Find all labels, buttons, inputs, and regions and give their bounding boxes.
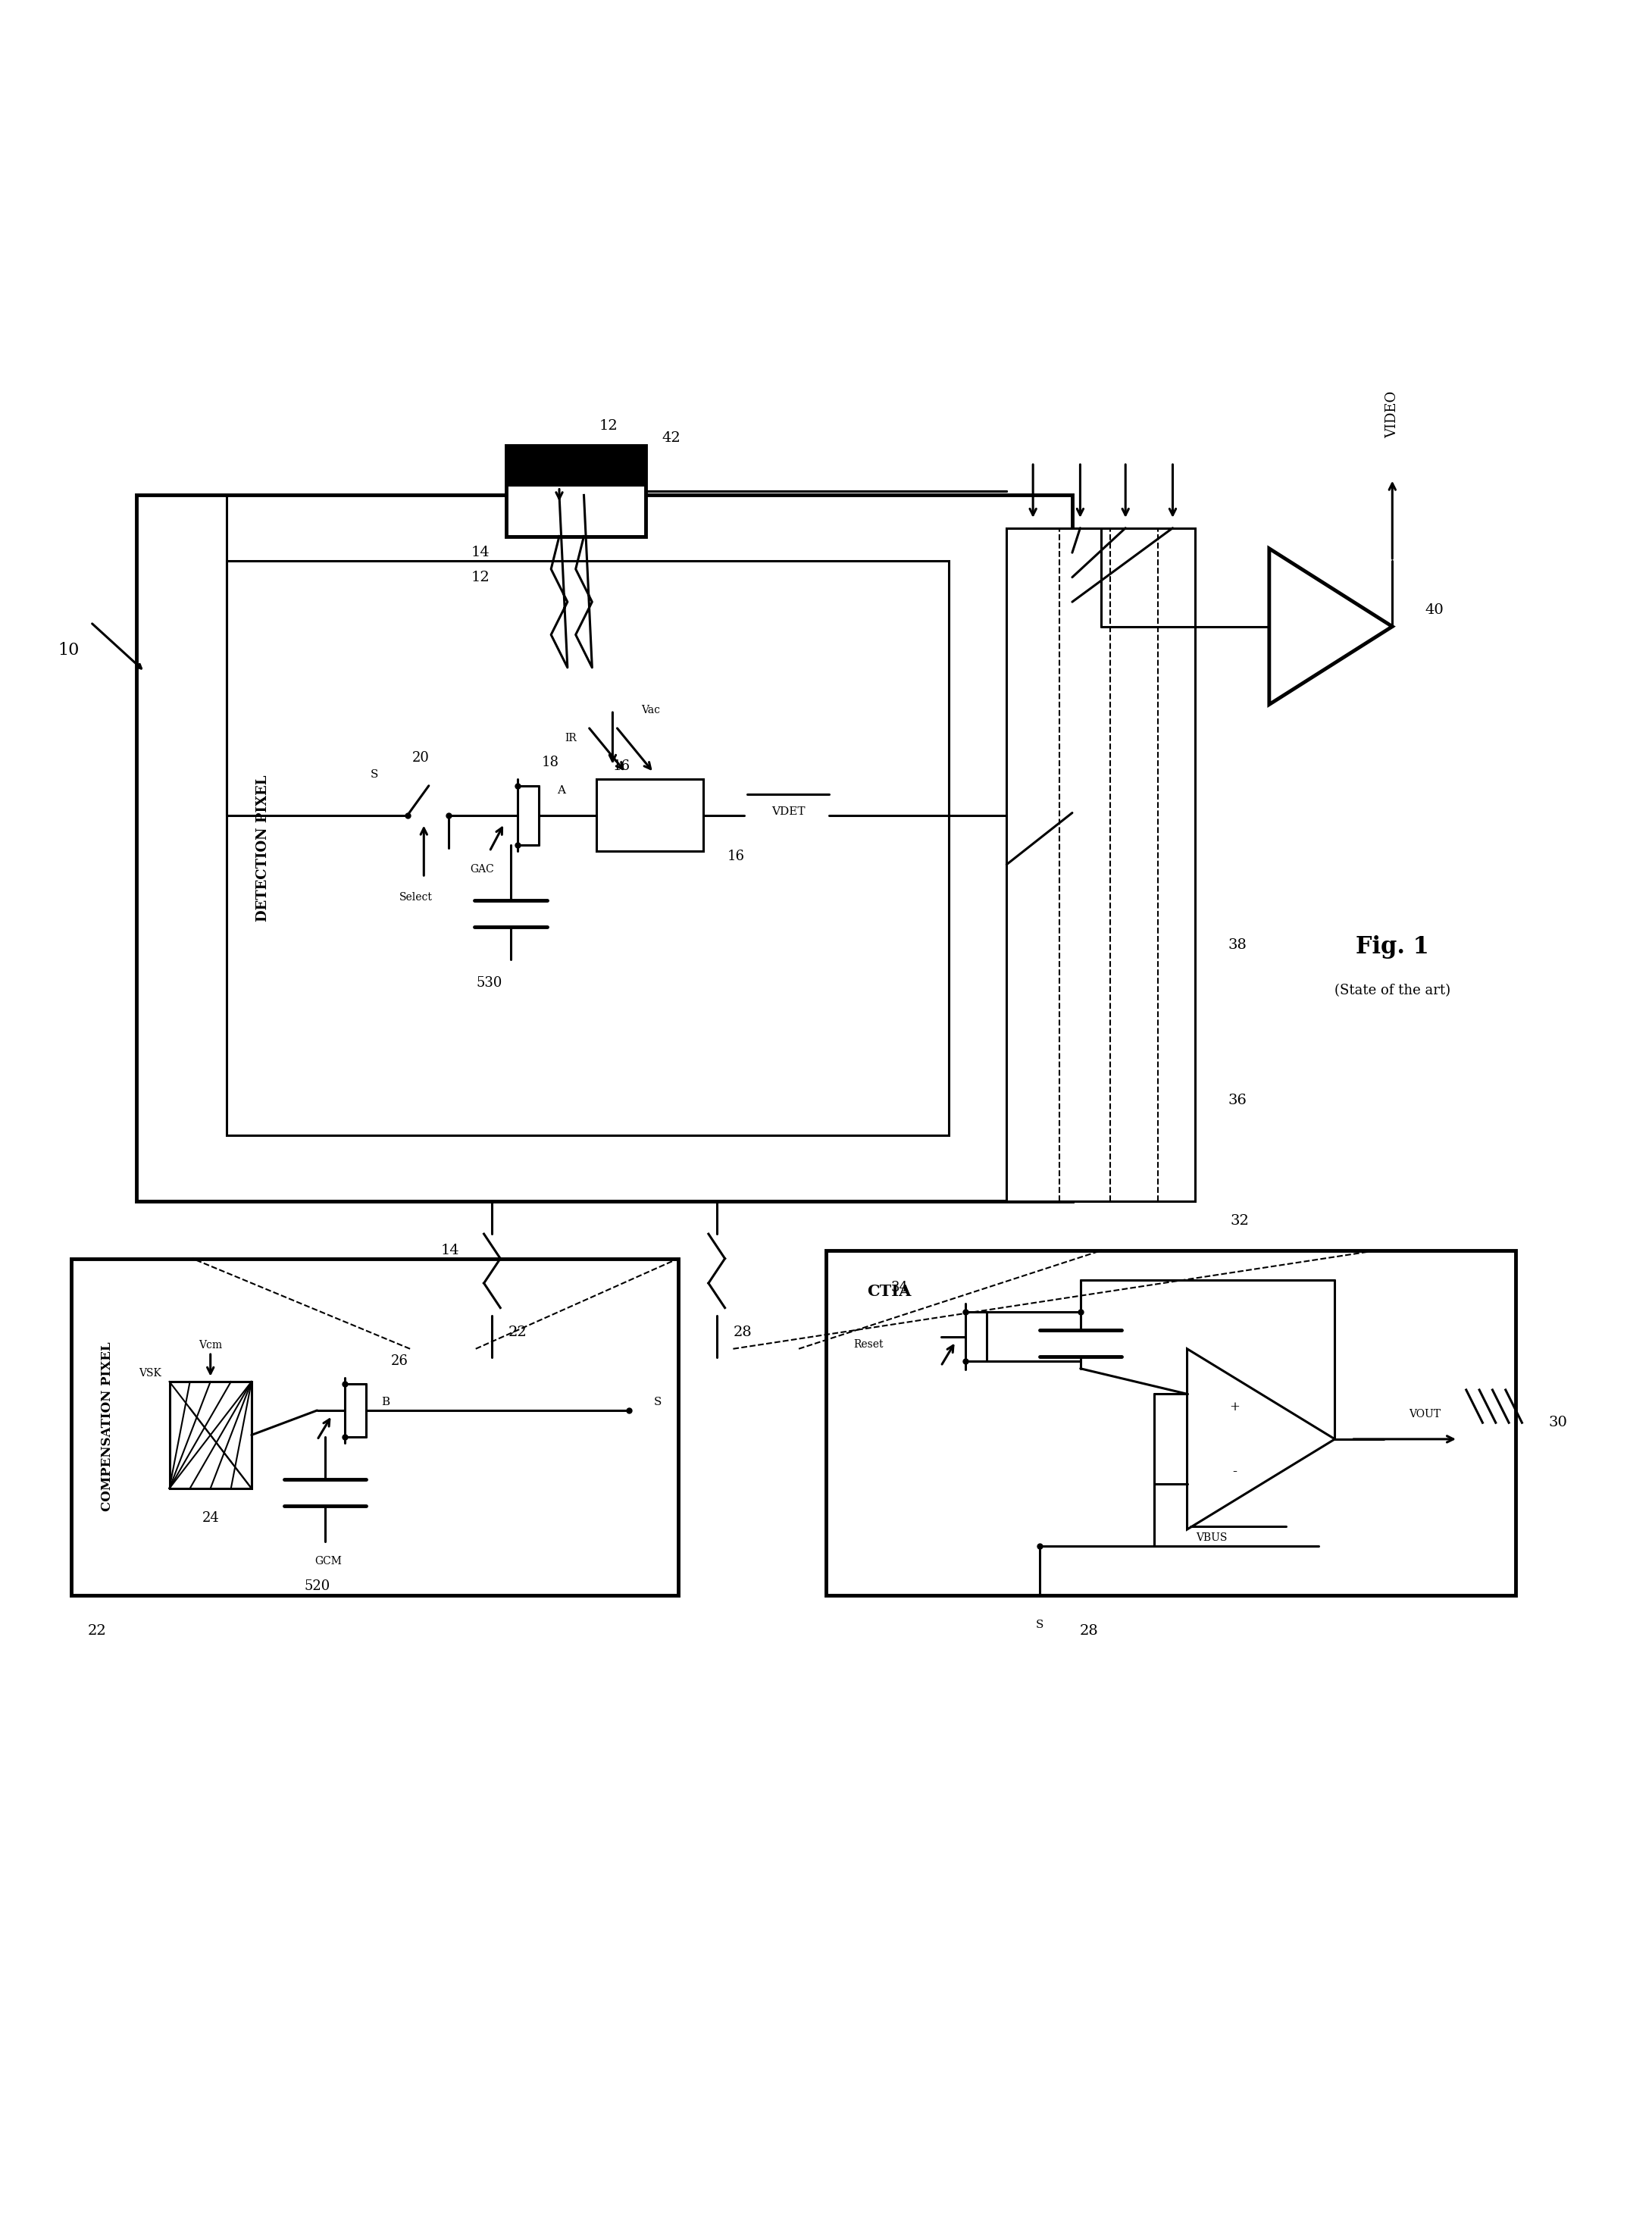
Text: 40: 40: [1426, 604, 1444, 618]
Text: Fig. 1: Fig. 1: [1356, 935, 1429, 958]
Text: S: S: [370, 770, 378, 779]
Bar: [826, 1251, 1515, 1596]
Text: 28: 28: [1079, 1625, 1099, 1638]
Text: GCM: GCM: [316, 1555, 342, 1567]
Text: 32: 32: [1231, 1213, 1249, 1229]
Text: VSK: VSK: [139, 1367, 162, 1379]
Text: S: S: [654, 1397, 661, 1408]
Text: 520: 520: [304, 1580, 330, 1593]
Text: Vac: Vac: [641, 705, 661, 716]
Text: 24: 24: [202, 1511, 220, 1524]
Text: 28: 28: [733, 1325, 752, 1338]
Text: VOUT: VOUT: [1409, 1410, 1441, 1419]
Bar: [506, 445, 646, 537]
Text: 36: 36: [1227, 1094, 1247, 1108]
Text: 16: 16: [613, 759, 629, 772]
Text: VIDEO: VIDEO: [1386, 392, 1399, 439]
Bar: [226, 562, 950, 1135]
Text: Vcm: Vcm: [198, 1341, 223, 1352]
Text: S: S: [1036, 1620, 1044, 1629]
Text: Reset: Reset: [854, 1338, 884, 1350]
Text: 26: 26: [392, 1354, 408, 1367]
Text: 12: 12: [471, 571, 489, 584]
Bar: [137, 495, 1072, 1202]
Text: GAC: GAC: [471, 864, 494, 875]
Text: -: -: [1232, 1466, 1237, 1479]
Text: 18: 18: [542, 756, 558, 770]
Text: 14: 14: [471, 546, 489, 560]
Text: 22: 22: [88, 1625, 106, 1638]
Text: CTIA: CTIA: [867, 1285, 912, 1298]
Text: 12: 12: [600, 419, 618, 432]
Text: 34: 34: [890, 1280, 909, 1294]
Bar: [71, 1258, 679, 1596]
Text: 20: 20: [411, 752, 430, 765]
Text: 16: 16: [727, 850, 745, 864]
Text: 530: 530: [476, 976, 502, 989]
Text: B: B: [382, 1397, 390, 1408]
Text: 42: 42: [662, 432, 681, 445]
Bar: [170, 1381, 251, 1488]
Text: A: A: [557, 786, 565, 797]
Text: 10: 10: [58, 642, 79, 658]
Text: +: +: [1229, 1401, 1239, 1412]
Text: 38: 38: [1227, 938, 1247, 951]
Text: 14: 14: [441, 1244, 459, 1258]
Text: VBUS: VBUS: [1196, 1533, 1227, 1542]
Text: 30: 30: [1548, 1417, 1568, 1430]
Text: 22: 22: [509, 1325, 527, 1338]
Text: VDET: VDET: [771, 806, 805, 817]
Text: DETECTION PIXEL: DETECTION PIXEL: [256, 774, 269, 922]
Text: Select: Select: [400, 893, 433, 902]
Bar: [506, 445, 646, 486]
Bar: [1006, 528, 1196, 1202]
Bar: [596, 779, 702, 850]
Text: (State of the art): (State of the art): [1335, 985, 1450, 998]
Text: IR: IR: [565, 732, 577, 743]
Text: COMPENSATION PIXEL: COMPENSATION PIXEL: [101, 1343, 114, 1511]
